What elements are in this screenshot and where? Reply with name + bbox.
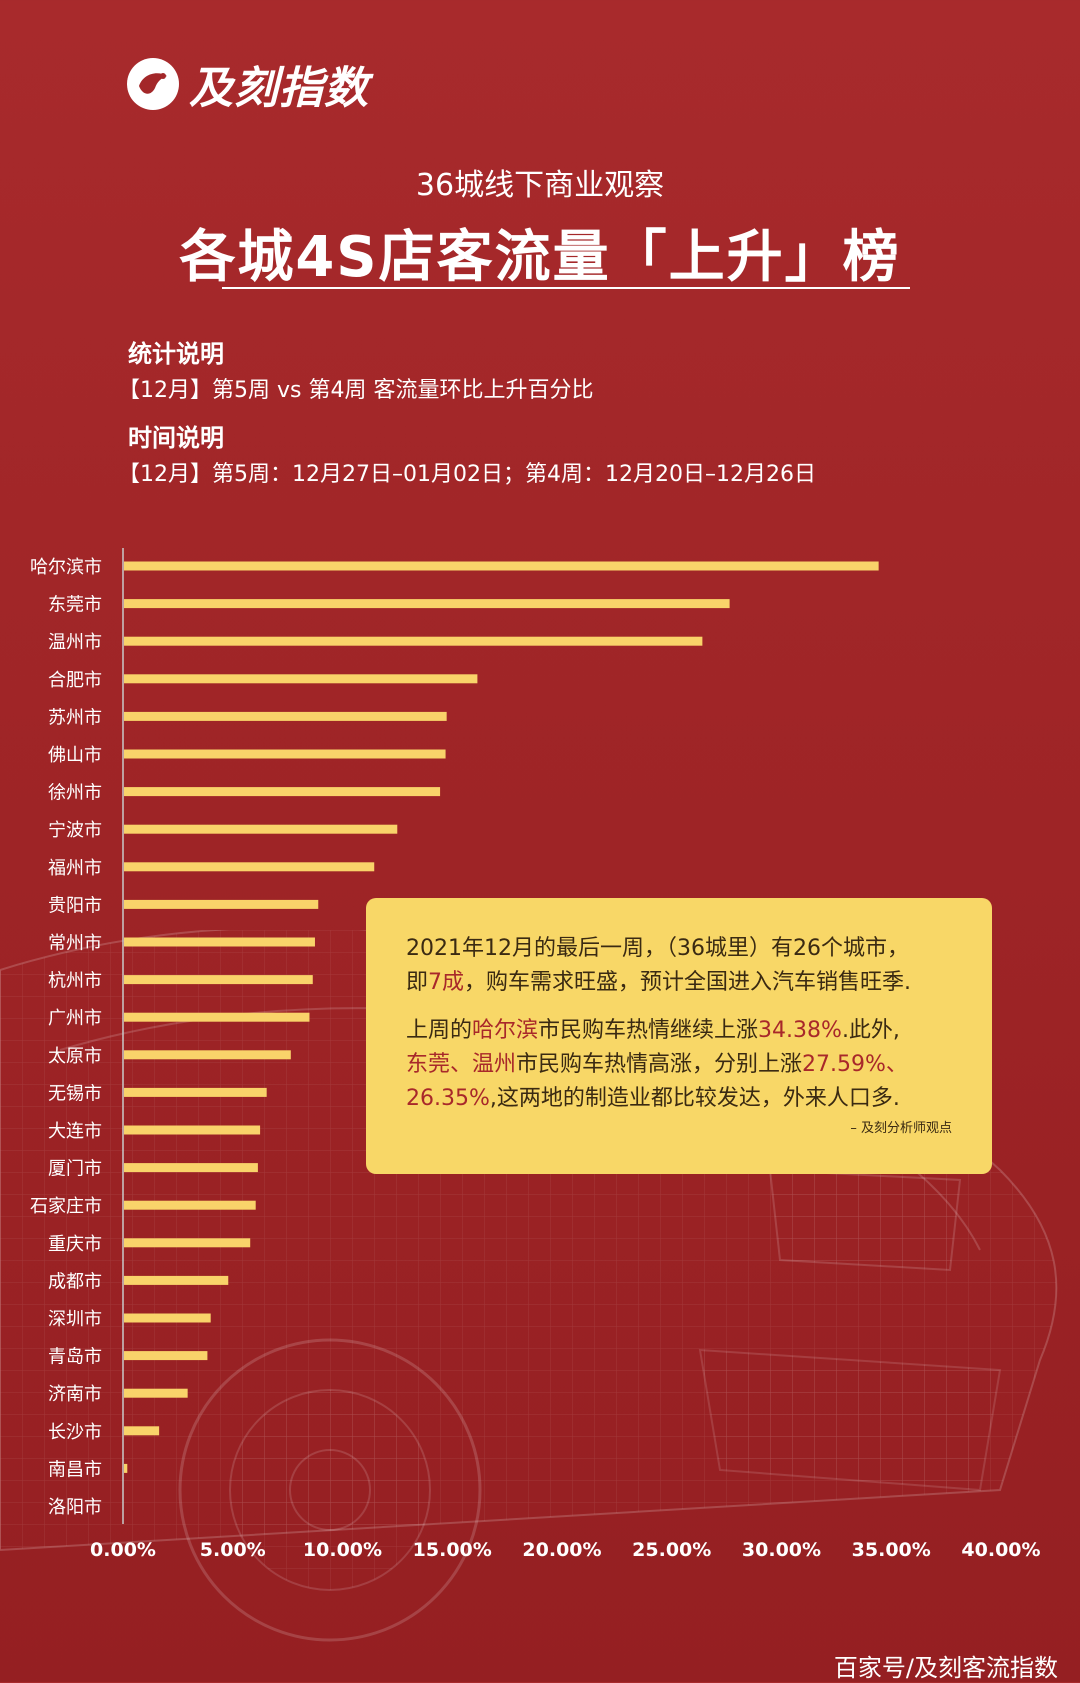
bar (124, 1163, 258, 1173)
callout-paragraph-2: 上周的哈尔滨市民购车热情继续上涨34.38%.此外, 东莞、温州市民购车热情高涨… (406, 1018, 908, 1111)
x-tick-label: 15.00% (413, 1539, 492, 1561)
category-label: 温州市 (48, 632, 102, 653)
bar (124, 674, 478, 684)
category-label: 大连市 (48, 1121, 102, 1142)
category-label: 杭州市 (48, 971, 102, 992)
category-label: 石家庄市 (30, 1196, 102, 1217)
category-label: 济南市 (48, 1384, 102, 1405)
category-label: 洛阳市 (48, 1497, 102, 1518)
bar (124, 1388, 188, 1398)
bar (124, 636, 703, 646)
x-tick-label: 40.00% (961, 1539, 1040, 1561)
title-underline (222, 287, 910, 289)
bar (124, 899, 319, 909)
x-tick-label: 35.00% (852, 1539, 931, 1561)
category-label: 厦门市 (48, 1159, 102, 1180)
footer-source: 百家号/及刻客流指数 (833, 1654, 1058, 1682)
time-note-text: 【12月】第5周：12月27日–01月02日；第4周：12月20日–12月26日 (118, 462, 816, 487)
category-label: 福州市 (48, 858, 102, 879)
bar (124, 787, 441, 797)
category-label: 重庆市 (48, 1234, 102, 1255)
brand-name: 及刻指数 (189, 63, 369, 114)
bar (124, 1200, 256, 1210)
category-label: 太原市 (48, 1046, 102, 1067)
category-label: 徐州市 (48, 783, 102, 804)
callout-paragraph-1: 2021年12月的最后一周，（36城里）有26个城市， 即7成，购车需求旺盛，预… (406, 936, 912, 995)
bar (124, 824, 398, 834)
category-label: 东莞市 (48, 595, 102, 616)
x-tick-label: 25.00% (632, 1539, 711, 1561)
bar (124, 1238, 251, 1248)
x-tick-label: 20.00% (522, 1539, 601, 1561)
x-tick-label: 5.00% (200, 1539, 266, 1561)
category-label: 佛山市 (48, 745, 102, 766)
callout-attribution: – 及刻分析师观点 (850, 1121, 952, 1136)
category-label: 广州市 (48, 1008, 102, 1029)
category-label: 常州市 (48, 933, 102, 954)
stat-note-text: 【12月】第5周 vs 第4周 客流量环比上升百分比 (118, 378, 594, 403)
bar (124, 1050, 291, 1060)
bar (124, 1351, 208, 1361)
bird-logo-icon (127, 58, 179, 110)
stat-note-heading: 统计说明 (128, 340, 224, 368)
category-label: 哈尔滨市 (30, 557, 102, 578)
x-tick-label: 0.00% (90, 1539, 156, 1561)
bar (124, 1012, 310, 1022)
bar (124, 561, 879, 571)
bar (124, 937, 315, 947)
bar (124, 1426, 160, 1436)
bar (124, 862, 375, 872)
category-label: 合肥市 (48, 670, 102, 691)
category-label: 贵阳市 (48, 895, 102, 916)
x-tick-label: 30.00% (742, 1539, 821, 1561)
category-label: 无锡市 (48, 1083, 102, 1104)
category-label: 南昌市 (48, 1459, 102, 1480)
bar (124, 1275, 229, 1285)
bar (124, 749, 446, 759)
bar (124, 599, 730, 609)
bar (124, 1125, 261, 1135)
category-label: 青岛市 (48, 1347, 102, 1368)
bar (124, 1087, 267, 1097)
category-label: 长沙市 (48, 1422, 102, 1443)
bar (124, 1463, 128, 1473)
x-tick-label: 10.00% (303, 1539, 382, 1561)
category-label: 深圳市 (48, 1309, 102, 1330)
page-subtitle: 36城线下商业观察 (415, 168, 665, 203)
category-label: 苏州市 (48, 707, 102, 728)
bar (124, 711, 447, 721)
time-note-heading: 时间说明 (128, 424, 224, 452)
category-label: 成都市 (48, 1271, 102, 1292)
category-label: 宁波市 (48, 820, 102, 841)
brand-logo: 及刻指数 (125, 52, 369, 116)
page-title: 各城4S店客流量「上升」榜 (179, 225, 901, 290)
analyst-callout: 2021年12月的最后一周，（36城里）有26个城市， 即7成，购车需求旺盛，预… (366, 898, 992, 1174)
bar (124, 1313, 211, 1323)
bar (124, 975, 313, 985)
